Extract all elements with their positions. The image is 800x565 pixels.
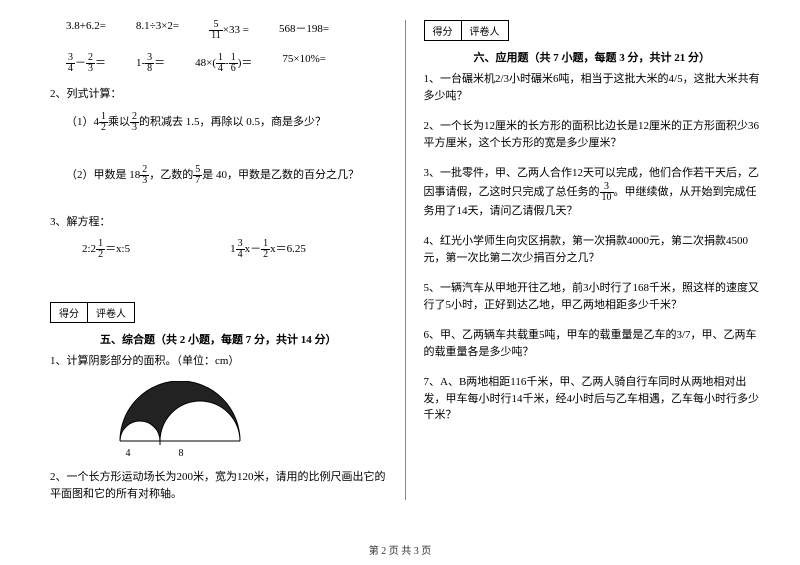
calc-2b: 1-38＝ [136,53,165,74]
q2-2: （2）甲数是 1823，乙数的57是 40，甲数是乙数的百分之几？ [50,165,387,186]
sec6-q4: 4、红光小学师生向灾区捐款，第一次捐款4000元，第二次捐款4500元，第一次比… [424,233,761,266]
q3-title: 3、解方程： [50,214,387,232]
sec6-q7: 7、A、B两地相距116千米，甲、乙两人骑自行车同时从两地相对出发，甲车每小时行… [424,374,761,424]
score-label: 得分 [425,21,462,40]
arc-label-4: 4 [110,448,146,459]
calc-row-2: 34－23＝ 1-38＝ 48×(14-16)＝ 75×10%= [50,53,387,74]
q2-title: 2、列式计算： [50,86,387,104]
page-footer: 第 2 页 共 3 页 [0,542,800,557]
sec6-q1: 1、一台碾米机2/3小时碾米6吨，相当于这批大米的4/5，这批大米共有多少吨？ [424,71,761,104]
arc-label-8: 8 [146,448,216,459]
right-column: 得分 评卷人 六、应用题（共 7 小题，每题 3 分，共计 21 分） 1、一台… [414,20,771,512]
q3-b: 134x－12x＝6.25 [230,239,306,260]
calc-2a: 34－23＝ [66,53,106,74]
sec5-q2: 2、一个长方形运动场长为200米，宽为120米，请用的比例尺画出它的平面图和它的… [50,469,387,504]
sec6-q2: 2、一个长为12厘米的长方形的面积比边长是12厘米的正方形面积少36平方厘米，这… [424,118,761,151]
calc-1b: 8.1÷3×2= [136,20,179,41]
calc-1c: 511×33 = [209,20,249,41]
q2-1: （1）412乘以23的积减去 1.5，再除以 0.5，商是多少？ [50,112,387,133]
section-5-title: 五、综合题（共 2 小题，每题 7 分，共计 14 分） [50,331,387,347]
calc-2d: 75×10%= [282,53,326,74]
sec6-q5: 5、一辆汽车从甲地开往乙地，前3小时行了168千米，照这样的速度又行了5小时，正… [424,280,761,313]
calc-1a: 3.8+6.2= [66,20,106,41]
calc-row-1: 3.8+6.2= 8.1÷3×2= 511×33 = 568－198= [50,20,387,41]
q3-eqs: 2:212＝x:5 134x－12x＝6.25 [50,239,387,260]
page-container: 3.8+6.2= 8.1÷3×2= 511×33 = 568－198= 34－2… [0,0,800,512]
score-label: 得分 [51,303,88,322]
calc-2c: 48×(14-16)＝ [195,53,252,74]
section-6-title: 六、应用题（共 7 小题，每题 3 分，共计 21 分） [424,49,761,65]
sec6-q3: 3、一批零件，甲、乙两人合作12天可以完成，他们合作若干天后，乙因事请假，乙这时… [424,165,761,219]
score-box-left: 得分 评卷人 [50,302,135,323]
arc-figure: 4 8 [110,381,387,459]
sec6-q6: 6、甲、乙两辆车共载重5吨，甲车的载重量是乙车的3/7，甲、乙两车的载重量各是多… [424,327,761,360]
grader-label: 评卷人 [88,303,134,322]
grader-label: 评卷人 [462,21,508,40]
calc-1d: 568－198= [279,20,329,41]
q3-a: 2:212＝x:5 [82,239,130,260]
column-divider [405,20,406,500]
left-column: 3.8+6.2= 8.1÷3×2= 511×33 = 568－198= 34－2… [40,20,397,512]
sec5-q1: 1、计算阴影部分的面积。（单位：cm） [50,353,387,371]
score-box-right: 得分 评卷人 [424,20,509,41]
